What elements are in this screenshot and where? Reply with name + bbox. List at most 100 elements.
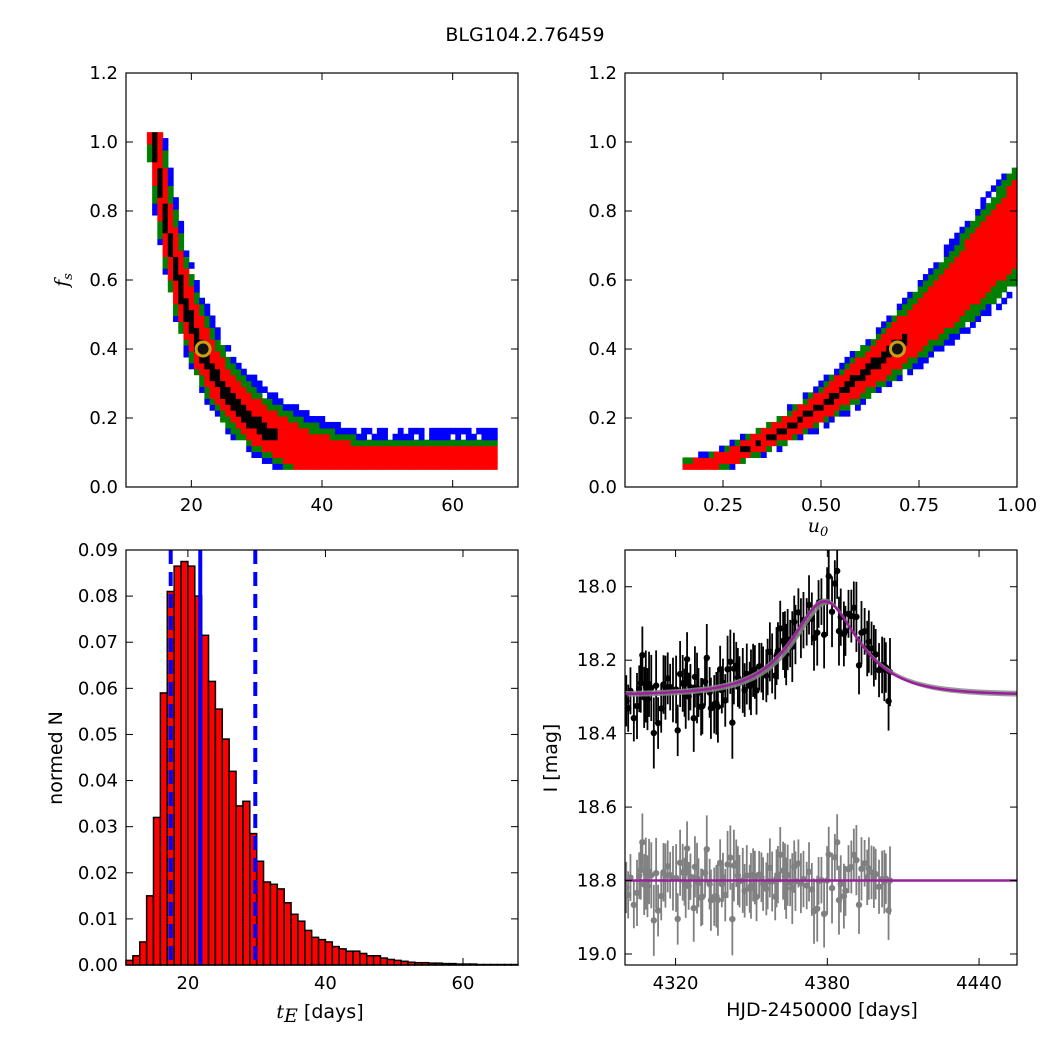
residual-point	[714, 896, 722, 904]
heatmap-cell-red	[975, 291, 982, 299]
heatmap-cell-green	[860, 345, 867, 352]
heatmap-cell-blue	[178, 220, 185, 228]
heatmap-cell-red	[938, 297, 945, 305]
heatmap-cell-red	[376, 457, 383, 464]
heatmap-cell-red	[167, 203, 174, 210]
heatmap-cell-green	[246, 386, 253, 393]
heatmap-cell-blue	[251, 374, 258, 382]
heatmap-cell-red	[303, 445, 310, 453]
heatmap-cell-red	[220, 398, 226, 405]
heatmap-cell-green	[178, 327, 185, 334]
heatmap-cell-green	[802, 427, 809, 435]
heatmap-cell-green	[1001, 179, 1008, 186]
heatmap-cell-green	[1011, 173, 1018, 181]
heatmap-cell-red	[949, 321, 955, 328]
heatmap-cell-red	[969, 250, 976, 257]
heatmap-cell-red	[251, 427, 258, 435]
heatmap-cell-red	[896, 362, 903, 370]
heatmap-cell-green	[844, 404, 851, 411]
heatmap-cell-red	[933, 309, 940, 317]
histogram-bar	[283, 902, 292, 966]
heatmap-cell-black	[157, 173, 164, 181]
heatmap-cell-red	[272, 410, 279, 417]
heatmap-cell-red	[162, 185, 169, 192]
heatmap-cell-red	[162, 250, 169, 257]
heatmap-cell-green	[776, 416, 783, 423]
heatmap-cell-black	[220, 380, 226, 388]
heatmap-cell-red	[324, 445, 331, 453]
heatmap-cell-black	[162, 220, 169, 228]
heatmap-cell-black	[875, 356, 882, 364]
heatmap-cell-red	[277, 433, 284, 441]
heatmap-cell-blue	[335, 427, 341, 435]
heatmap-cell-green	[1011, 274, 1018, 281]
heatmap-cell-blue	[844, 410, 851, 417]
heatmap-cell-green	[891, 315, 898, 322]
heatmap-cell-red	[272, 451, 279, 459]
heatmap-cell-red	[1011, 226, 1018, 234]
heatmap-cell-red	[938, 321, 945, 328]
heatmap-cell-green	[959, 315, 966, 322]
heatmap-cell-red	[834, 380, 840, 388]
heatmap-cell-red	[949, 291, 955, 299]
heatmap-cell-red	[933, 297, 940, 305]
residual-point	[820, 910, 828, 918]
heatmap-cell-blue	[990, 185, 997, 192]
heatmap-cell-red	[881, 333, 887, 340]
heatmap-cell-red	[802, 421, 809, 429]
heatmap-cell-blue	[985, 303, 992, 311]
heatmap-cell-black	[152, 143, 158, 151]
heatmap-cell-black	[261, 421, 268, 429]
histogram-bar	[207, 680, 217, 966]
heatmap-cell-green	[235, 374, 242, 382]
p0-xtick-label: 40	[311, 495, 334, 516]
heatmap-cell-red	[969, 268, 976, 275]
heatmap-cell-red	[959, 280, 966, 287]
heatmap-cell-red	[1006, 250, 1013, 257]
histogram-bar	[352, 950, 361, 966]
heatmap-cell-black	[792, 421, 799, 429]
heatmap-cell-green	[844, 362, 851, 370]
heatmap-cell-red	[1001, 197, 1008, 204]
heatmap-cell-black	[204, 362, 211, 370]
heatmap-cell-green	[277, 457, 284, 464]
heatmap-cell-red	[1006, 268, 1013, 275]
data-point	[714, 703, 722, 710]
heatmap-cell-red	[969, 285, 976, 293]
heatmap-cell-blue	[719, 445, 725, 453]
p3-frame	[624, 549, 1018, 966]
heatmap-cell-red	[959, 309, 966, 317]
data-point	[650, 729, 658, 737]
heatmap-cell-red	[324, 457, 331, 464]
heatmap-cell-green	[902, 303, 908, 311]
heatmap-cell-red	[282, 433, 289, 441]
heatmap-cell-red	[907, 315, 914, 322]
heatmap-cell-blue	[408, 427, 415, 435]
heatmap-cell-red	[881, 368, 887, 376]
data-point	[814, 629, 821, 636]
heatmap-cell-red	[891, 362, 898, 370]
heatmap-cell-green	[902, 362, 908, 370]
heatmap-cell-green	[329, 427, 336, 435]
heatmap-cell-red	[387, 457, 394, 464]
heatmap-cell-green	[996, 197, 1002, 204]
heatmap-cell-red	[423, 463, 430, 470]
residual-point	[853, 856, 860, 864]
heatmap-cell-red	[996, 274, 1002, 281]
heatmap-cell-black	[755, 439, 762, 447]
heatmap-cell-blue	[907, 368, 914, 376]
heatmap-cell-red	[267, 445, 273, 453]
heatmap-cell-red	[854, 362, 861, 370]
heatmap-cell-green	[157, 226, 164, 234]
heatmap-cell-red	[964, 250, 971, 257]
p1-ytick-label: 1.0	[588, 132, 617, 153]
heatmap-cell-blue	[209, 404, 216, 411]
residual-point	[850, 851, 858, 859]
heatmap-cell-red	[875, 374, 882, 382]
heatmap-cell-green	[251, 386, 258, 393]
heatmap-cell-red	[355, 445, 362, 453]
p3-ytick-label: 18.6	[577, 797, 617, 818]
heatmap-cell-red	[1006, 232, 1013, 240]
heatmap-cell-red	[870, 380, 877, 388]
heatmap-cell-red	[996, 262, 1002, 269]
